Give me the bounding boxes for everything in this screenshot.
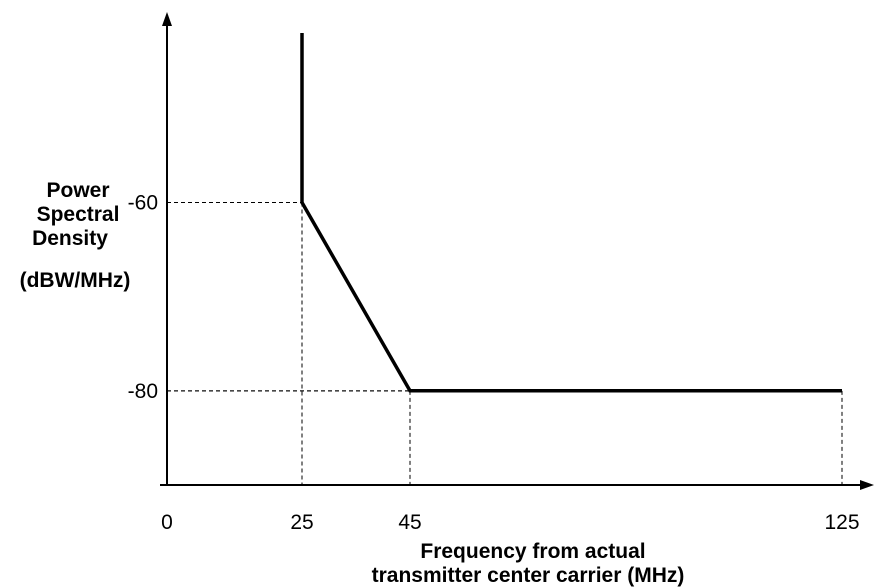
y-axis-title-line-1: Power (46, 179, 109, 202)
x-axis-title-line-2: transmitter center carrier (MHz) (372, 564, 685, 587)
x-tick-label-0: 0 (161, 511, 173, 534)
y-tick-label-1: -80 (128, 380, 158, 403)
y-axis-arrow-icon (162, 12, 172, 26)
y-axis-unit: (dBW/MHz) (20, 269, 131, 292)
mask-curve (300, 33, 842, 393)
y-axis-title-line-3: Density (32, 227, 108, 250)
series-line-0 (300, 33, 842, 393)
y-axis-title-line-2: Spectral (37, 203, 120, 226)
x-tick-label-3: 125 (824, 511, 859, 534)
guide-lines (167, 202, 843, 485)
x-tick-label-1: 25 (290, 511, 313, 534)
x-axis-title-line-1: Frequency from actual (420, 540, 645, 563)
tick-labels: 0 25 45 125 -60 -80 (128, 192, 860, 535)
x-axis-arrow-icon (860, 480, 874, 490)
axes (160, 12, 874, 490)
x-tick-label-2: 45 (398, 511, 421, 534)
y-tick-label-0: -60 (128, 192, 158, 215)
